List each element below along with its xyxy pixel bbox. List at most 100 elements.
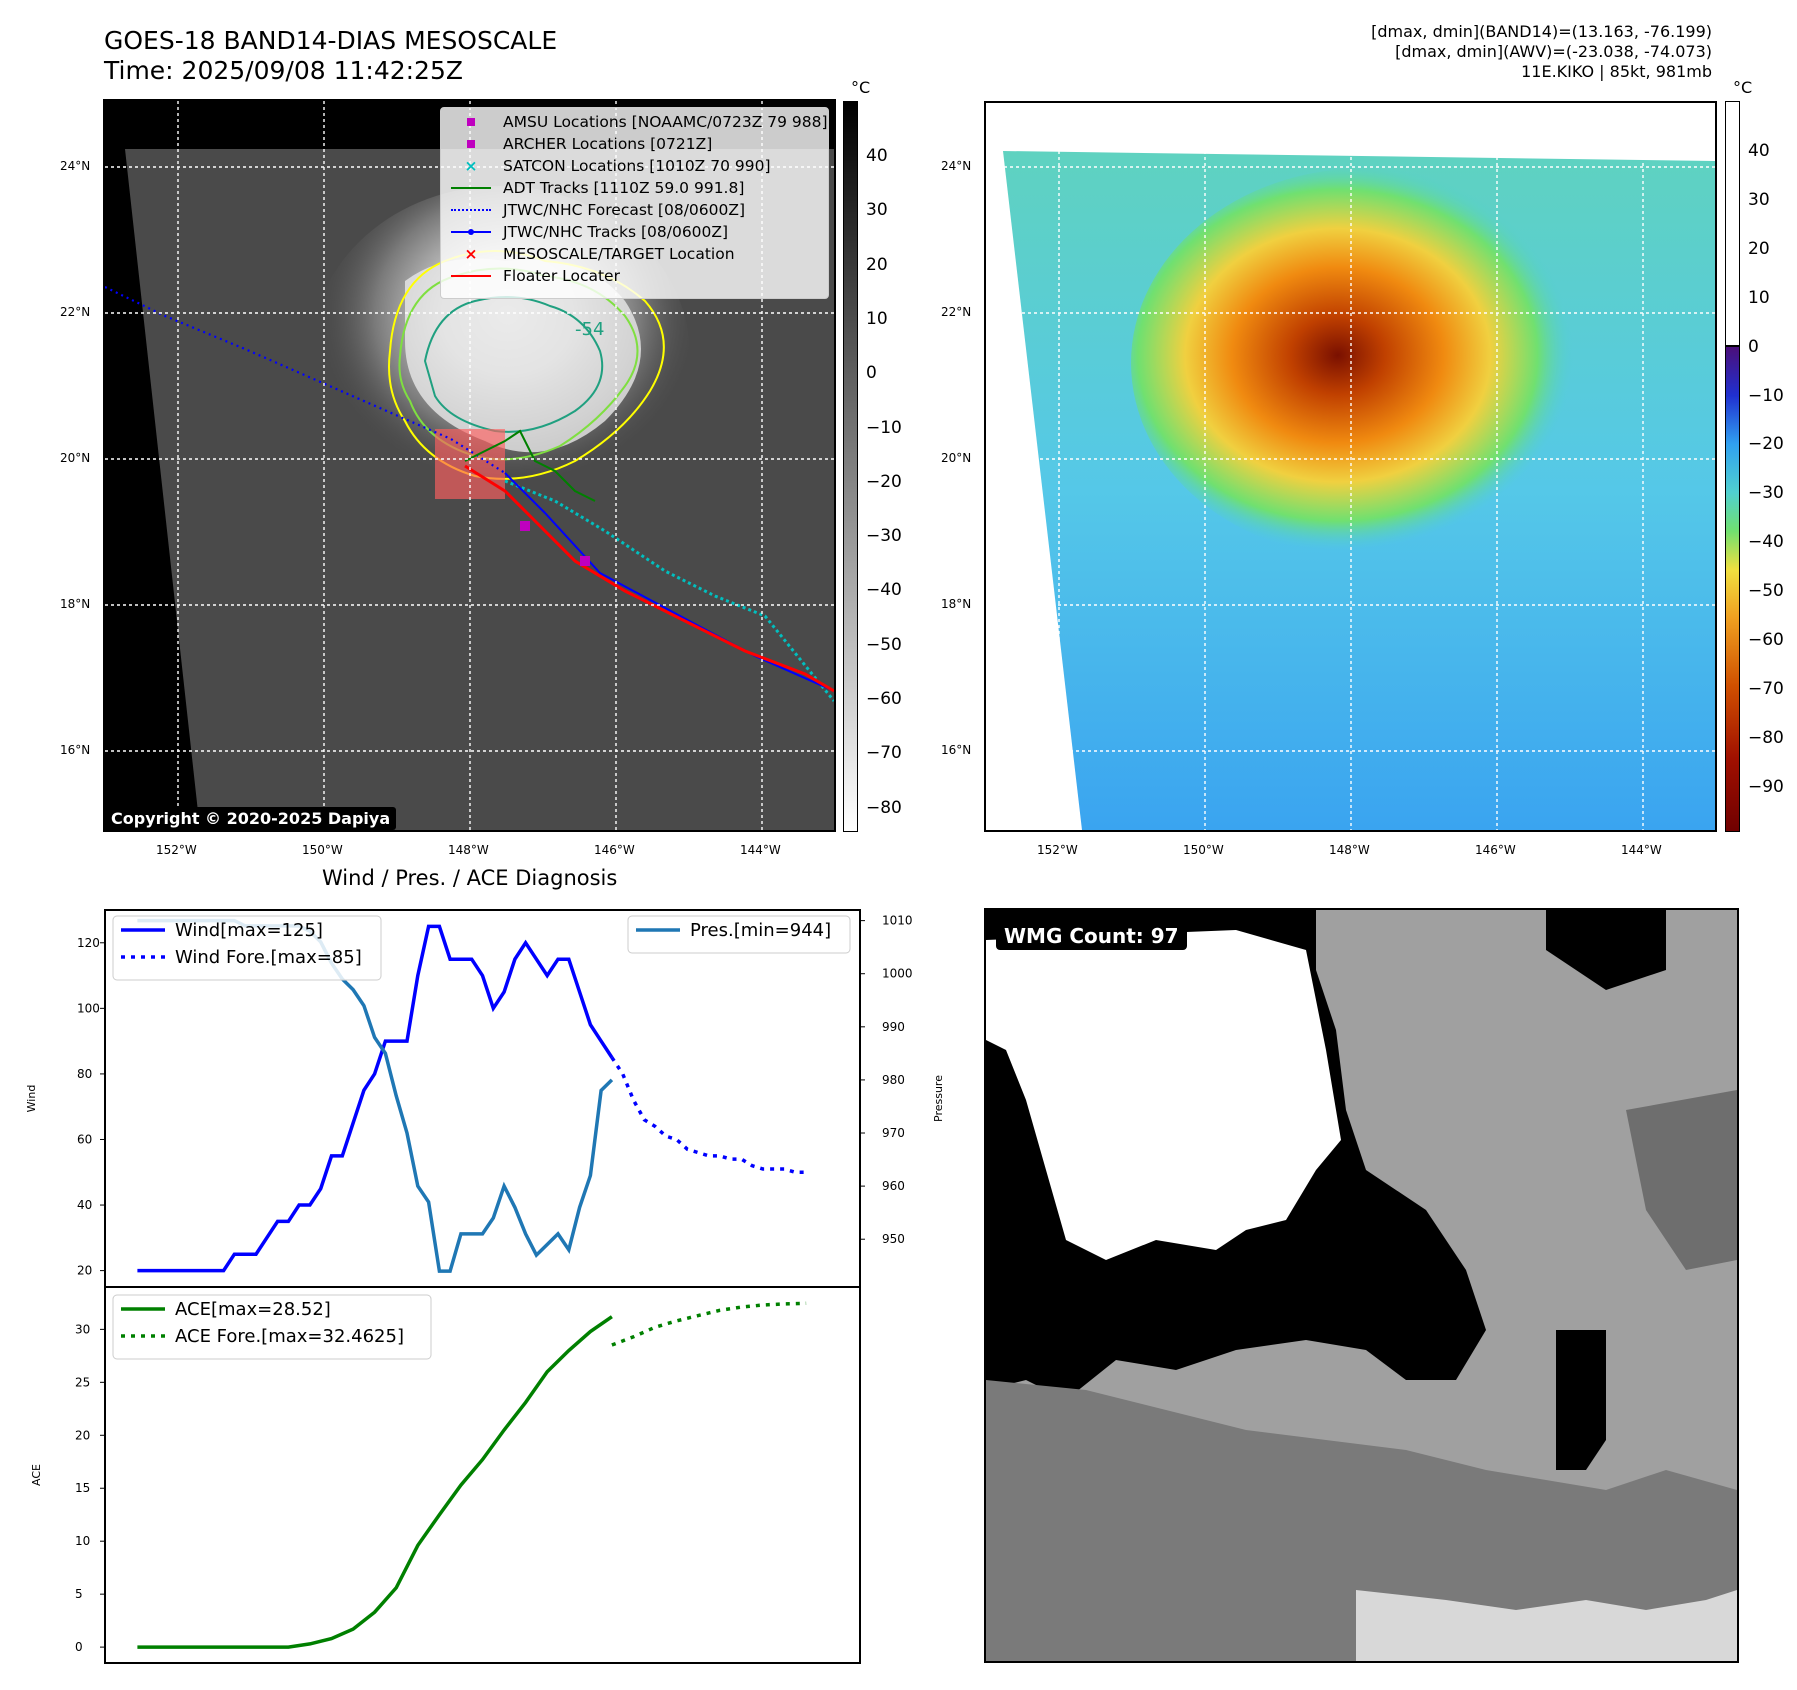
lat-tick-label: 20°N [941,451,972,465]
colorbar-left-tick-label: 30 [866,200,888,221]
wind-y-tick-label: 40 [77,1198,92,1212]
archer-marker [580,556,590,566]
colorbar-left-tick-label: −20 [866,471,902,492]
legend-label: ARCHER Locations [0721Z] [503,135,713,153]
pressure-y-tick-label: 1010 [882,914,913,928]
lat-tick-label: 22°N [941,305,972,319]
colorbar-right-tick-label: 0 [1748,336,1759,357]
wmg-gray-region [986,1380,1737,1661]
colorbar-left-tick-label: 40 [866,146,888,166]
awv-storm [1131,168,1601,558]
colorbar-left-tick-label: 20 [866,254,888,275]
ace-axis-label: ACE [30,1464,43,1486]
wind-y-tick-label: 60 [77,1132,92,1146]
colorbar-left-tick-label: −40 [866,580,902,601]
legend-label: Floater Locater [503,267,620,285]
line-icon [449,265,493,287]
colorbar-right-tick-label: 30 [1748,189,1770,210]
copyright-badge: Copyright © 2020-2025 Dapiya [105,807,397,830]
lon-tick-label: 148°W [448,843,489,857]
ace-y-tick-label: 0 [75,1640,83,1654]
wind-y-tick-label: 20 [77,1264,92,1278]
legend-label: ACE[max=28.52] [175,1299,331,1320]
colorbar-right-tick-label: −70 [1748,678,1784,699]
ace-y-tick-label: 10 [75,1534,90,1548]
forecast-track [105,286,506,474]
colorbar-left-tick-label: −30 [866,526,902,547]
legend-label: ACE Fore.[max=32.4625] [175,1326,404,1347]
legend-item-nhc: JTWC/NHC Tracks [08/0600Z] [449,221,728,243]
lon-tick-label: 144°W [740,843,781,857]
legend-label: MESOSCALE/TARGET Location [503,245,735,263]
wind-axis-label: Wind [25,1085,38,1113]
wind-forecast-line [610,1056,807,1175]
awv-map [986,103,1715,830]
wind-legend [112,915,382,981]
pressure-y-tick-label: 970 [882,1126,905,1140]
pressure-y-tick-label: 960 [882,1179,905,1193]
lon-tick-label: 150°W [1183,843,1224,857]
lat-tick-label: 24°N [60,159,91,173]
square-marker-icon [449,133,493,155]
colorbar-left-tick-label: −50 [866,634,902,655]
colorbar-right-tick-label: −90 [1748,776,1784,797]
info-line-3: 11E.KIKO | 85kt, 981mb [1521,62,1712,81]
legend-item-amsu: AMSU Locations [NOAAMC/0723Z 79 988] [449,111,828,133]
wmg-panel: WMG Count: 97 [984,908,1739,1663]
awv-grid [986,103,1715,830]
pressure-legend [627,915,851,954]
legend-label: Wind[max=125] [175,920,323,941]
lat-tick-label: 20°N [60,451,91,465]
contour-label: -54 [575,319,604,340]
lat-tick-label: 18°N [60,597,91,611]
colorbar-right-tick-label: −40 [1748,532,1784,553]
ace-y-tick-label: 30 [75,1322,90,1336]
pressure-y-tick-label: 950 [882,1232,905,1246]
colorbar-right-tick-label: −30 [1748,483,1784,504]
legend-label: SATCON Locations [1010Z 70 990] [503,157,771,175]
colorbar-right-warm [1725,101,1740,346]
legend-label: ADT Tracks [1110Z 59.0 991.8] [503,179,745,197]
storm-core [405,258,641,453]
ace-y-tick-label: 20 [75,1428,90,1442]
chart-time: Time: 2025/09/08 11:42:25Z [104,56,463,85]
legend-item-target: × MESOSCALE/TARGET Location [449,243,735,265]
colorbar-left-tick-label: 0 [866,363,877,384]
legend-label: JTWC/NHC Forecast [08/0600Z] [503,201,746,219]
colorbar-left-tick-label: −80 [866,797,902,818]
legend-label: Wind Fore.[max=85] [175,947,362,968]
colorbar-left [843,101,858,832]
diagnosis-chart: 2040608010012095096097098099010001010Win… [25,909,945,1664]
wmg-darkgray-patch [1626,1090,1737,1270]
satcon-track [504,479,834,702]
lon-tick-label: 144°W [1621,843,1662,857]
ace-legend [112,1294,432,1360]
colorbar-right-tick-label: 10 [1748,287,1770,308]
legend-item-satcon: × SATCON Locations [1010Z 70 990] [449,155,771,177]
line-icon [449,177,493,199]
lon-tick-label: 146°W [594,843,635,857]
dotted-line-icon [449,199,493,221]
diag-title: Wind / Pres. / ACE Diagnosis [322,866,618,890]
wmg-black-patch-2 [1556,1330,1606,1470]
colorbar-left-tick-label: −60 [866,689,902,709]
lon-tick-label: 152°W [1037,843,1078,857]
colorbar-left-tick-label: −10 [866,417,902,438]
wind-line [137,924,614,1273]
lat-tick-label: 24°N [941,159,972,173]
adt-track [464,429,596,502]
wmg-white-region [986,930,1341,1260]
info-block: [dmax, dmin](BAND14)=(13.163, -76.199) [… [1371,22,1712,82]
square-marker-icon [449,111,493,133]
lon-tick-label: 148°W [1329,843,1370,857]
x-marker-icon: × [464,157,478,175]
lon-tick-label: 152°W [156,843,197,857]
ace-y-tick-label: 25 [75,1375,90,1389]
lon-tick-label: 150°W [302,843,343,857]
colorbar-right-tick-label: 40 [1748,141,1770,161]
amsu-marker [520,521,530,531]
colorbar-left-tick-label: −70 [866,743,902,764]
pressure-y-tick-label: 980 [882,1073,905,1087]
colorbar-right-tick-label: −20 [1748,434,1784,455]
colorbar-right-tick-label: −50 [1748,581,1784,602]
